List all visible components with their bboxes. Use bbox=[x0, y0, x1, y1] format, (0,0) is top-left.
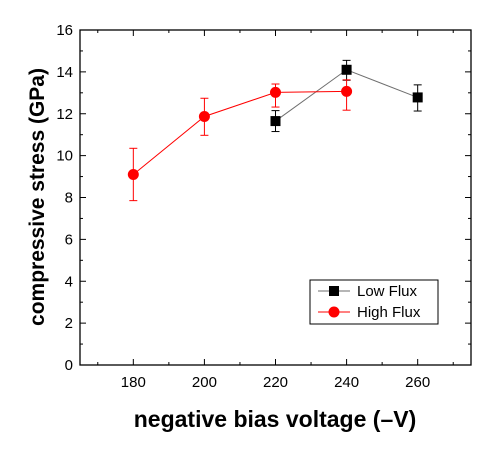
x-tick-label: 220 bbox=[263, 374, 288, 391]
y-tick-label: 16 bbox=[56, 22, 73, 39]
legend-marker-low-flux bbox=[329, 286, 339, 296]
x-tick-label: 240 bbox=[334, 374, 359, 391]
y-tick-label: 0 bbox=[65, 357, 73, 374]
x-tick-label: 200 bbox=[192, 374, 217, 391]
legend: Low Flux High Flux bbox=[309, 279, 439, 325]
series-layer bbox=[127, 59, 423, 202]
y-axis-title: compressive stress (GPa) bbox=[26, 68, 49, 326]
y-tick-label: 4 bbox=[65, 273, 73, 290]
x-axis-title: negative bias voltage (–V) bbox=[134, 406, 416, 432]
plot-frame bbox=[79, 29, 472, 366]
ticks-layer: 180 200 220 240 260 0 2 4 6 8 10 12 14 16 bbox=[56, 22, 471, 391]
legend-label-low-flux: Low Flux bbox=[357, 283, 418, 300]
y-tick-label: 8 bbox=[65, 190, 73, 207]
data-point-low-flux bbox=[270, 116, 281, 127]
data-point-high-flux bbox=[270, 86, 281, 98]
x-tick-label: 180 bbox=[121, 374, 146, 391]
x-tick-label: 260 bbox=[405, 374, 430, 391]
data-point-high-flux bbox=[341, 85, 353, 97]
data-point-high-flux bbox=[198, 110, 210, 122]
data-point-low-flux bbox=[412, 92, 423, 103]
y-tick-label: 10 bbox=[56, 148, 73, 165]
legend-marker-high-flux bbox=[328, 306, 340, 318]
data-point-high-flux bbox=[127, 168, 139, 180]
y-tick-label: 6 bbox=[65, 231, 73, 248]
data-point-low-flux bbox=[341, 64, 352, 75]
y-tick-label: 2 bbox=[65, 315, 73, 332]
legend-label-high-flux: High Flux bbox=[357, 304, 421, 321]
y-tick-label: 12 bbox=[56, 106, 73, 123]
y-tick-label: 14 bbox=[56, 64, 73, 81]
series-line-high-flux bbox=[133, 90, 347, 175]
